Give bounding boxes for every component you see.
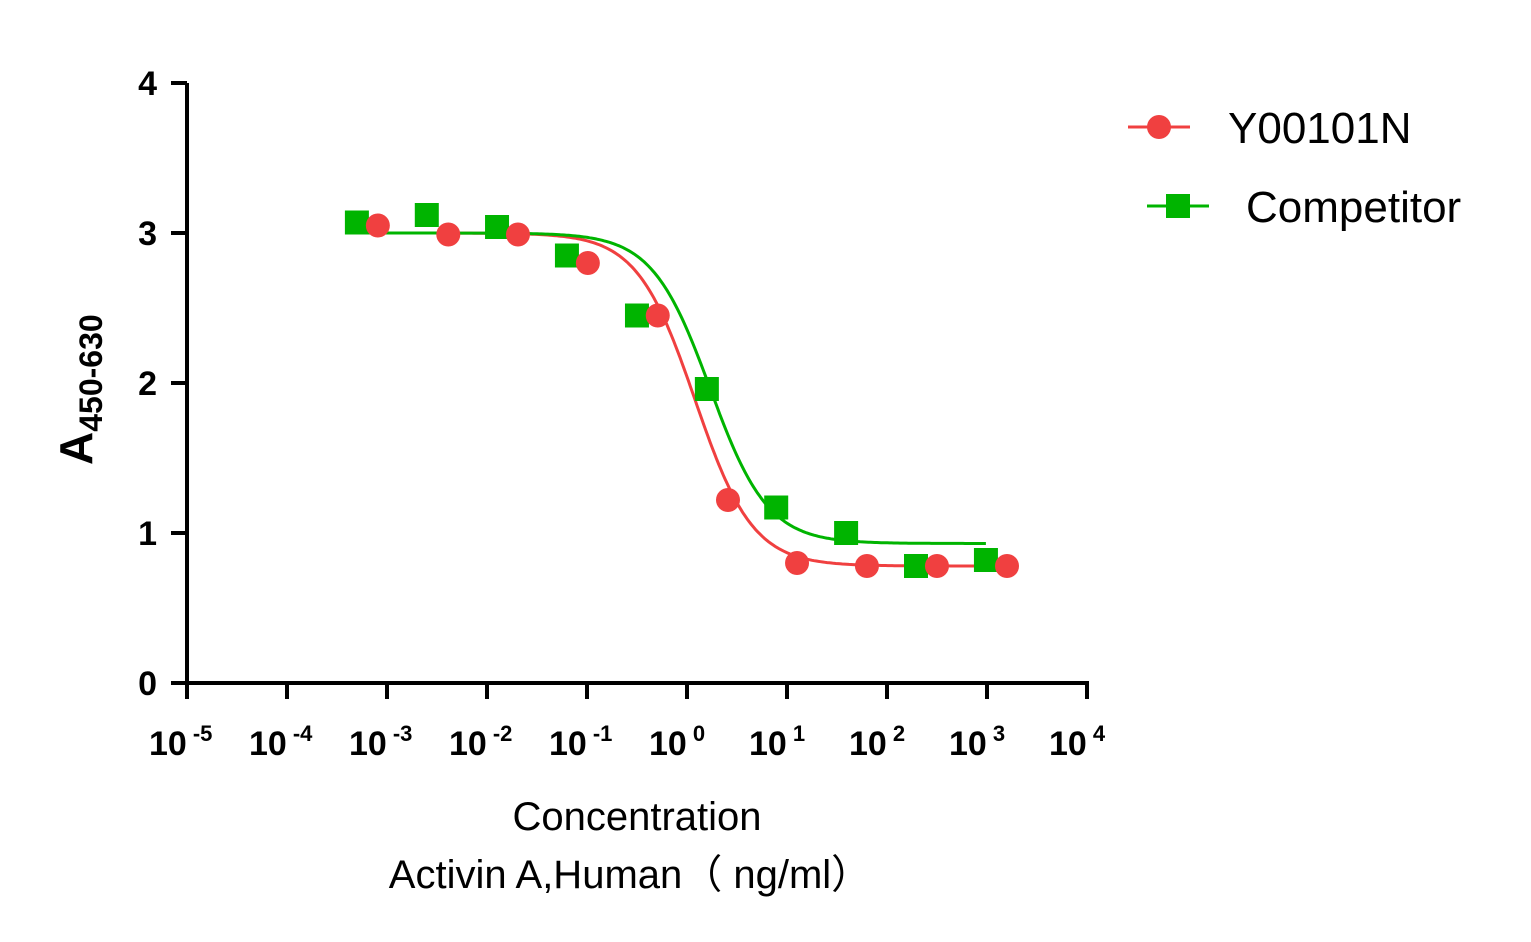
data-point-competitor xyxy=(414,203,439,227)
data-point-y00101n xyxy=(785,551,810,575)
y-axis-label-main: A xyxy=(50,432,102,465)
x-tick-label: 10 -5 xyxy=(149,721,212,763)
data-point-y00101n xyxy=(575,251,600,275)
legend-item-competitor: Competitor xyxy=(1147,183,1461,232)
x-tick-exponent: -3 xyxy=(393,721,413,746)
x-tick-exponent: -1 xyxy=(593,721,613,746)
fit-curve-competitor xyxy=(356,231,986,545)
data-point-competitor xyxy=(973,548,998,572)
y-axis-label: A450-630 xyxy=(50,314,109,465)
data-point-y00101n xyxy=(715,488,740,512)
x-tick-label: 10 -1 xyxy=(549,721,612,763)
x-tick-base: 10 xyxy=(249,725,287,763)
x-tick-exponent: 0 xyxy=(693,721,705,746)
data-point-y00101n xyxy=(854,554,879,578)
data-point-competitor xyxy=(344,210,369,235)
y-tick-label: 0 xyxy=(138,665,157,703)
data-point-competitor xyxy=(554,243,579,268)
x-tick-label: 10 3 xyxy=(949,721,1005,763)
data-point-y00101n xyxy=(365,213,390,238)
data-point-competitor xyxy=(904,554,929,578)
x-tick-exponent: -5 xyxy=(193,721,213,746)
x-tick-label: 10 4 xyxy=(1049,721,1106,763)
x-tick-base: 10 xyxy=(949,725,987,763)
x-tick-exponent: 3 xyxy=(993,721,1005,746)
x-tick-base: 10 xyxy=(149,725,187,763)
data-point-competitor xyxy=(694,377,719,401)
legend-marker-square-icon xyxy=(1166,194,1190,218)
x-tick-base: 10 xyxy=(1049,725,1087,763)
data-point-competitor xyxy=(485,215,510,239)
x-tick-base: 10 xyxy=(849,725,887,763)
data-points xyxy=(344,203,1020,578)
x-tick-base: 10 xyxy=(449,725,487,763)
x-tick-exponent: -2 xyxy=(493,721,513,746)
x-tick-exponent: 4 xyxy=(1093,721,1106,746)
x-tick-base: 10 xyxy=(349,725,387,763)
fit-curves xyxy=(356,231,1007,568)
fit-curve-y00101n xyxy=(356,231,1007,568)
x-tick-label: 10 2 xyxy=(849,721,905,763)
x-axis-label-line1: Concentration xyxy=(512,795,761,839)
data-point-y00101n xyxy=(505,222,530,247)
x-tick-base: 10 xyxy=(549,725,587,763)
x-tick-exponent: 2 xyxy=(893,721,905,746)
x-tick-label: 10 1 xyxy=(749,721,805,763)
data-point-y00101n xyxy=(436,222,461,247)
x-tick-base: 10 xyxy=(749,725,787,763)
x-tick-label: 10 -2 xyxy=(449,721,512,763)
x-tick-label: 10 0 xyxy=(649,721,705,763)
data-point-y00101n xyxy=(924,554,949,578)
y-tick-label: 4 xyxy=(138,65,157,103)
y-tick-label: 1 xyxy=(138,515,157,553)
y-tick-label: 2 xyxy=(138,365,157,403)
y-axis-label-sub: 450-630 xyxy=(73,314,109,431)
data-point-y00101n xyxy=(645,303,670,328)
x-axis-label-line2: Activin A,Human（ ng/ml） xyxy=(389,853,871,897)
legend-item-y00101n: Y00101N xyxy=(1128,104,1411,153)
x-tick-label: 10 -3 xyxy=(349,721,412,763)
data-point-competitor xyxy=(764,495,789,520)
x-tick-label: 10 -4 xyxy=(249,721,313,763)
x-tick-exponent: 1 xyxy=(793,721,805,746)
data-point-competitor xyxy=(834,521,859,545)
data-point-competitor xyxy=(624,303,649,328)
x-tick-exponent: -4 xyxy=(293,721,313,746)
legend-marker-circle-icon xyxy=(1147,115,1171,139)
legend-label-y00101n: Y00101N xyxy=(1228,104,1411,153)
legend: Y00101N Competitor xyxy=(1128,104,1461,232)
y-tick-label: 3 xyxy=(138,215,157,253)
data-point-y00101n xyxy=(995,554,1020,578)
x-tick-base: 10 xyxy=(649,725,687,763)
legend-label-competitor: Competitor xyxy=(1246,183,1461,232)
